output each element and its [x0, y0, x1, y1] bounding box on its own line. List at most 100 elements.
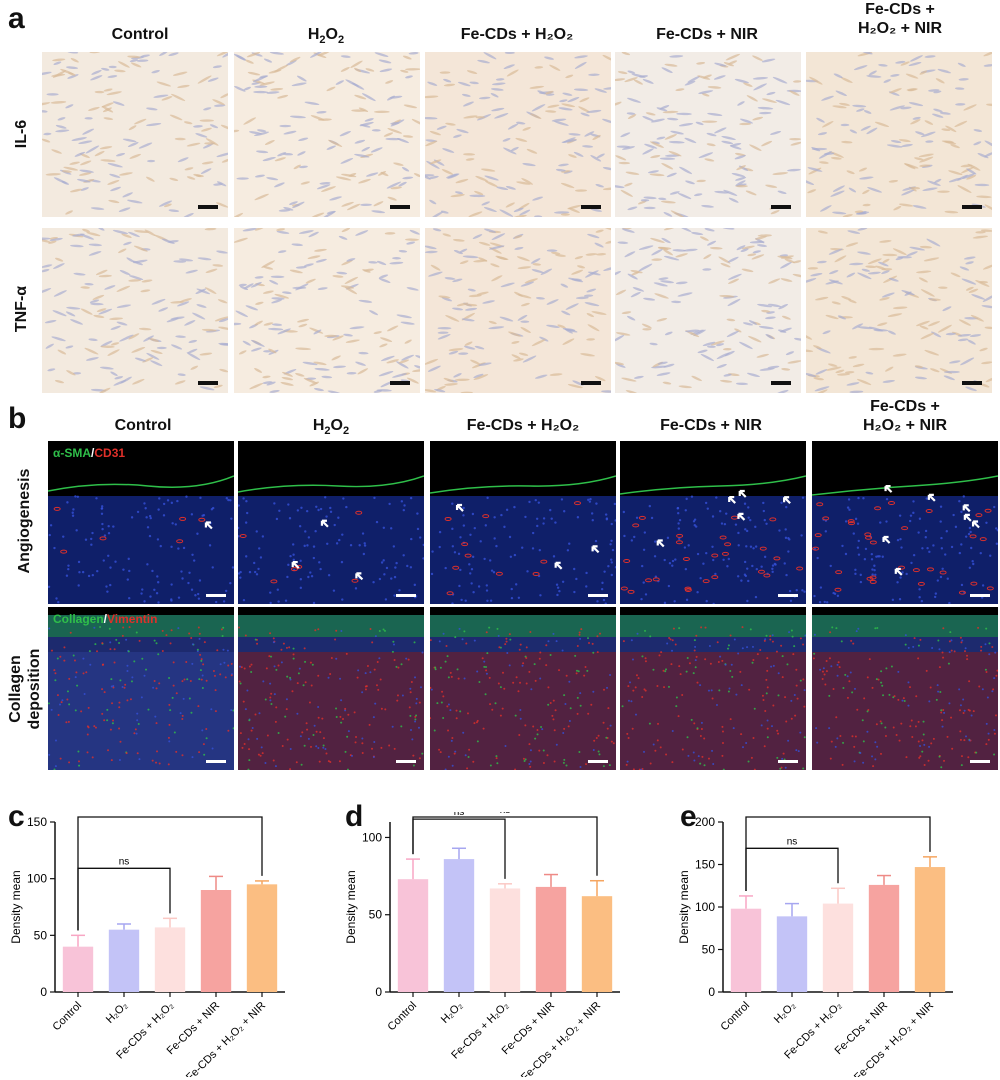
significance-bracket: [77, 867, 171, 931]
angiogenesis-micrograph: [48, 441, 234, 604]
bar: [581, 896, 613, 992]
col5-line1: Fe-CDs +: [865, 1, 935, 18]
scale-bar: [588, 594, 608, 597]
scale-bar: [396, 594, 416, 597]
bar: [108, 929, 140, 992]
ihc-micrograph: [615, 228, 801, 393]
angiogenesis-micrograph: [812, 441, 998, 604]
scale-bar: [771, 205, 791, 209]
bar: [246, 884, 278, 992]
scale-bar: [771, 381, 791, 385]
x-tick-label: Control: [719, 1000, 753, 1034]
scale-bar: [962, 205, 982, 209]
significance-label: ns: [119, 856, 130, 867]
significance-bracket: [745, 816, 931, 891]
y-tick-label: 100: [362, 830, 382, 844]
y-axis-label: Density mean: [677, 870, 691, 943]
ihc-micrograph: [806, 52, 992, 217]
y-tick-label: 150: [27, 815, 47, 829]
col-header-h2o2-b: H2O2: [312, 417, 350, 438]
col-header-fecds-h2o2-nir-b: Fe-CDs + H₂O₂ + NIR: [812, 397, 998, 435]
y-axis-label: Density mean: [9, 870, 23, 943]
collagen-micrograph: [238, 607, 424, 770]
scale-bar: [198, 381, 218, 385]
col5-line2: H₂O₂ + NIR: [857, 20, 942, 37]
significance-label: ***: [162, 812, 178, 816]
ihc-micrograph: [806, 228, 992, 393]
angiogenesis-micrograph: [430, 441, 616, 604]
significance-label: ns: [787, 836, 798, 847]
collagen-micrograph: [620, 607, 806, 770]
angiogenesis-micrograph: [238, 441, 424, 604]
scale-bar: [778, 594, 798, 597]
col5-line2-b: H₂O₂ + NIR: [862, 417, 947, 434]
bar: [535, 886, 567, 992]
row-label-il6: IL-6: [13, 119, 30, 149]
panel-d-letter: d: [345, 800, 364, 833]
significance-label: **: [833, 812, 844, 816]
ihc-micrograph: [234, 228, 420, 393]
x-tick-label: Fe-CDs + H₂O₂ + NIR: [852, 1000, 936, 1077]
bar: [443, 859, 475, 992]
scale-bar: [581, 381, 601, 385]
bar: [154, 927, 186, 992]
col-header-h2o2-a: H2O2: [307, 26, 345, 47]
scale-bar: [390, 381, 410, 385]
panel-a-letter: a: [8, 2, 25, 35]
overlay-label-collagen-vimentin: Collagen/Vimentin: [53, 612, 158, 626]
scale-bar: [970, 594, 990, 597]
ihc-micrograph: [615, 52, 801, 217]
bar: [489, 888, 521, 992]
y-tick-label: 100: [27, 872, 47, 886]
ihc-micrograph: [42, 52, 228, 217]
ihc-micrograph: [234, 52, 420, 217]
scale-bar: [778, 760, 798, 763]
x-tick-label: Control: [386, 1000, 420, 1034]
scale-bar: [396, 760, 416, 763]
bar: [730, 908, 762, 992]
bar: [914, 867, 946, 992]
col-header-fecds-nir-b: Fe-CDs + NIR: [660, 417, 762, 434]
overlay-label-asma-cd31: α-SMA/CD31: [53, 446, 126, 460]
significance-bracket: [745, 847, 839, 891]
scale-bar: [970, 760, 990, 763]
row-label-collagen: Collagen deposition: [7, 648, 43, 730]
y-axis-label: Density mean: [344, 870, 358, 943]
scale-bar: [390, 205, 410, 209]
x-tick-label: H₂O₂: [772, 1000, 798, 1026]
panel-c-letter: c: [8, 800, 25, 833]
y-tick-label: 0: [708, 985, 715, 999]
scale-bar: [198, 205, 218, 209]
panel-b-letter: b: [8, 402, 27, 435]
significance-label: ns: [500, 812, 511, 816]
col5-line1-b: Fe-CDs +: [870, 398, 940, 415]
bar-chart-d: 0 50 100 Density mean Control H₂O₂ Fe-CDs + H₂…: [344, 812, 620, 1077]
col-header-control-b: Control: [114, 417, 172, 434]
x-tick-label: Control: [51, 1000, 85, 1034]
col-header-fecds-h2o2-a: Fe-CDs + H₂O₂: [460, 26, 574, 43]
x-tick-label: Fe-CDs + H₂O₂ + NIR: [519, 1000, 603, 1077]
y-tick-label: 100: [695, 900, 715, 914]
bar-chart-c: 0 50 100 150 Density mean Control H₂O₂ Fe-CDs +…: [9, 812, 285, 1077]
significance-bracket: [77, 816, 263, 931]
y-tick-label: 200: [695, 815, 715, 829]
col-header-control-a: Control: [111, 26, 169, 43]
y-tick-label: 50: [702, 943, 716, 957]
col-header-fecds-h2o2-b: Fe-CDs + H₂O₂: [466, 417, 580, 434]
bar: [822, 903, 854, 992]
collagen-micrograph: [48, 607, 234, 770]
angiogenesis-micrograph: [620, 441, 806, 604]
bar: [200, 890, 232, 992]
bar: [397, 879, 429, 992]
ihc-micrograph: [425, 52, 611, 217]
scale-bar: [206, 760, 226, 763]
significance-bracket: [412, 816, 598, 876]
bar: [868, 884, 900, 992]
row-label-angiogenesis: Angiogenesis: [16, 468, 33, 574]
ihc-micrograph: [42, 228, 228, 393]
col-header-fecds-h2o2-nir-a: Fe-CDs + H₂O₂ + NIR: [807, 0, 993, 38]
ihc-micrograph: [425, 228, 611, 393]
scale-bar: [588, 760, 608, 763]
col-header-fecds-nir-a: Fe-CDs + NIR: [656, 26, 758, 43]
x-tick-label: Fe-CDs + H₂O₂ + NIR: [184, 1000, 268, 1077]
